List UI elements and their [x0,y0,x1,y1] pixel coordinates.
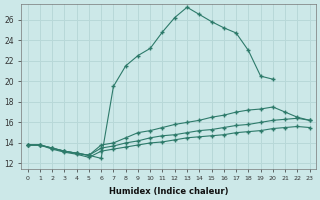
X-axis label: Humidex (Indice chaleur): Humidex (Indice chaleur) [109,187,228,196]
